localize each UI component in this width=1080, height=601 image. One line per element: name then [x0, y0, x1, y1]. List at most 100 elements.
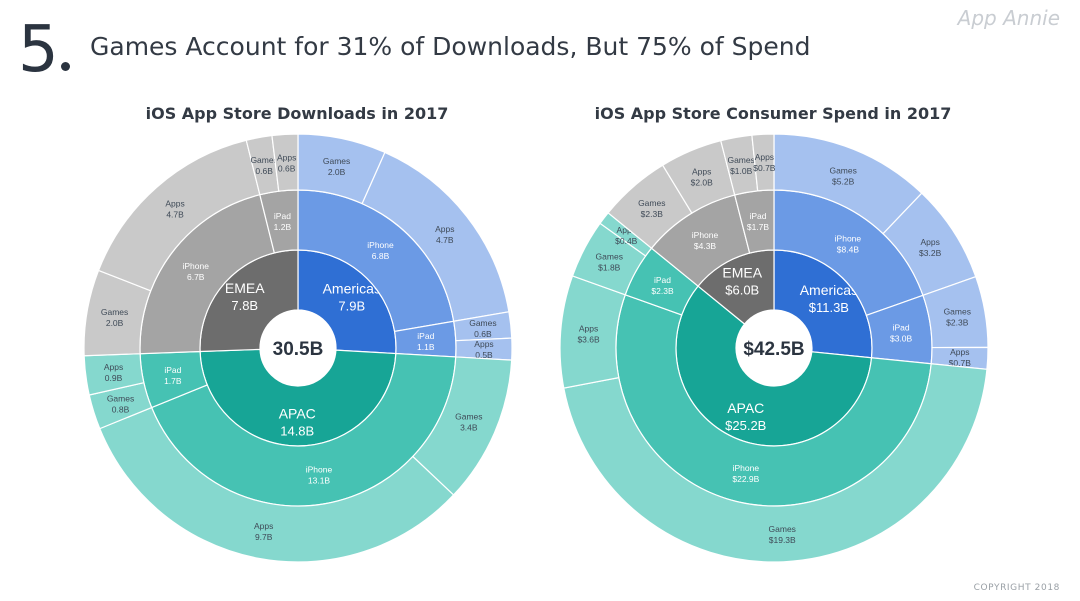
spend-americas-ipad-games-label-name: Games: [944, 306, 971, 316]
downloads-americas-ipad-label-value: 1.1B: [417, 342, 435, 352]
copyright-text: COPYRIGHT 2018: [973, 583, 1060, 593]
downloads-apac-ipad-label-name: iPad: [164, 365, 181, 375]
spend-emea-label-value: $6.0B: [725, 283, 759, 298]
downloads-emea-label-name: EMEA: [225, 280, 265, 296]
downloads-apac-label-value: 14.8B: [280, 423, 314, 438]
spend-emea-ipad-label-value: $1.7B: [747, 222, 770, 232]
downloads-americas-ipad-label-name: iPad: [417, 331, 434, 341]
downloads-americas-label-name: Americas: [323, 281, 381, 297]
downloads-emea-ipad-games-label-value: 0.6B: [255, 166, 273, 176]
downloads-americas-iphone-label-name: iPhone: [367, 240, 394, 250]
downloads-total-label: 30.5B: [273, 339, 324, 360]
downloads-emea-ipad-apps-segment: [271, 133, 299, 192]
spend-apac-iphone-games-label-value: $19.3B: [769, 535, 796, 545]
downloads-americas-iphone-label-value: 6.8B: [372, 251, 390, 261]
spend-emea-iphone-label-name: iPhone: [692, 230, 719, 240]
spend-sunburst-chart: Americas$11.3BiPhone$8.4BGames$5.2BApps$…: [559, 133, 989, 563]
spend-emea-label-name: EMEA: [722, 265, 762, 281]
spend-apac-ipad-apps-label-name: Apps: [617, 225, 636, 235]
downloads-apac-iphone-label-name: iPhone: [306, 464, 333, 474]
downloads-americas-label-value: 7.9B: [338, 299, 365, 314]
downloads-americas-iphone-apps-label-name: Apps: [435, 224, 454, 234]
spend-emea-iphone-games-label-name: Games: [638, 198, 665, 208]
spend-emea-ipad-apps-segment: [751, 133, 775, 192]
spend-emea-ipad-label-name: iPad: [749, 211, 766, 221]
downloads-apac-label-name: APAC: [279, 405, 316, 421]
spend-emea-ipad-games-label-name: Games: [727, 155, 754, 165]
downloads-americas-iphone-apps-label-value: 4.7B: [436, 235, 454, 245]
spend-apac-ipad-games-label-value: $1.8B: [598, 263, 621, 273]
downloads-apac-iphone-label-value: 13.1B: [308, 475, 331, 485]
spend-americas-iphone-label-value: $8.4B: [837, 244, 860, 254]
downloads-sunburst-chart: Americas7.9BiPhone6.8BGames2.0BApps4.7Bi…: [83, 133, 513, 563]
spend-americas-iphone-label-name: iPhone: [835, 233, 862, 243]
downloads-emea-iphone-games-label-value: 2.0B: [106, 318, 124, 328]
downloads-americas-ipad-games-label-name: Games: [469, 318, 496, 328]
spend-americas-ipad-apps-label-value: $0.7B: [949, 358, 972, 368]
spend-apac-iphone-games-label-name: Games: [769, 524, 796, 534]
spend-total-label: $42.5B: [743, 339, 804, 360]
downloads-emea-ipad-apps-label-name: Apps: [277, 152, 296, 162]
spend-apac-ipad-label-value: $2.3B: [651, 286, 674, 296]
spend-emea-ipad-games-label-value: $1.0B: [730, 166, 753, 176]
slide-title: Games Account for 31% of Downloads, But …: [90, 32, 811, 61]
downloads-apac-iphone-apps-segment: [98, 406, 455, 563]
spend-americas-iphone-games-label-value: $5.2B: [832, 176, 855, 186]
downloads-americas-ipad-games-label-value: 0.6B: [474, 329, 492, 339]
spend-apac-iphone-apps-label-name: Apps: [579, 324, 598, 334]
spend-emea-iphone-games-label-value: $2.3B: [641, 209, 664, 219]
downloads-apac-iphone-games-label-name: Games: [455, 412, 482, 422]
spend-apac-label-value: $25.2B: [725, 418, 766, 433]
spend-americas-ipad-games-label-value: $2.3B: [946, 317, 969, 327]
spend-emea-iphone-apps-label-value: $2.0B: [691, 178, 714, 188]
downloads-center-circle: [261, 311, 335, 385]
spend-americas-ipad-label-name: iPad: [893, 323, 910, 333]
downloads-emea-ipad-apps-label-value: 0.6B: [278, 163, 296, 173]
downloads-americas-ipad-apps-label-name: Apps: [474, 339, 493, 349]
spend-americas-iphone-apps-label-name: Apps: [920, 237, 939, 247]
downloads-emea-iphone-label-name: iPhone: [183, 261, 210, 271]
spend-emea-ipad-apps-label-value: $0.7B: [753, 163, 776, 173]
downloads-apac-ipad-label-value: 1.7B: [164, 376, 182, 386]
spend-apac-iphone-apps-label-value: $3.6B: [577, 335, 600, 345]
downloads-emea-label-value: 7.8B: [231, 298, 258, 313]
downloads-americas-ipad-apps-label-value: 0.5B: [475, 350, 493, 360]
spend-chart-title: iOS App Store Consumer Spend in 2017: [594, 104, 952, 123]
downloads-emea-iphone-label-value: 6.7B: [187, 272, 205, 282]
downloads-americas-iphone-games-label-name: Games: [323, 156, 350, 166]
downloads-apac-iphone-apps-label-value: 9.7B: [255, 532, 273, 542]
spend-apac-ipad-games-label-name: Games: [596, 252, 623, 262]
spend-emea-iphone-label-value: $4.3B: [694, 241, 717, 251]
downloads-apac-ipad-apps-label-name: Apps: [104, 362, 123, 372]
spend-americas-label-name: Americas: [800, 282, 858, 298]
spend-americas-ipad-apps-label-name: Apps: [950, 347, 969, 357]
spend-apac-ipad-label-name: iPad: [654, 275, 671, 285]
downloads-emea-ipad-label-name: iPad: [274, 211, 291, 221]
downloads-chart-title: iOS App Store Downloads in 2017: [145, 104, 449, 123]
downloads-americas-iphone-games-label-value: 2.0B: [328, 167, 346, 177]
downloads-apac-iphone-games-label-value: 3.4B: [460, 423, 478, 433]
slide-number: 5: [18, 18, 70, 82]
spend-apac-iphone-label-name: iPhone: [733, 463, 760, 473]
downloads-apac-ipad-games-label-value: 0.8B: [112, 405, 130, 415]
spend-americas-label-value: $11.3B: [809, 300, 849, 315]
brand-logo: App Annie: [957, 6, 1060, 30]
downloads-emea-iphone-apps-label-name: Apps: [165, 198, 184, 208]
downloads-emea-iphone-games-label-name: Games: [101, 307, 128, 317]
downloads-apac-ipad-apps-label-value: 0.9B: [105, 373, 123, 383]
downloads-emea-ipad-games-label-name: Games: [250, 155, 277, 165]
spend-apac-iphone-label-value: $22.9B: [732, 474, 759, 484]
downloads-apac-ipad-games-label-name: Games: [107, 394, 134, 404]
spend-center-circle: [737, 311, 811, 385]
spend-apac-ipad-apps-label-value: $0.4B: [615, 236, 638, 246]
spend-americas-iphone-games-label-name: Games: [829, 165, 856, 175]
spend-emea-iphone-apps-label-name: Apps: [692, 167, 711, 177]
spend-americas-iphone-apps-label-value: $3.2B: [919, 248, 942, 258]
spend-emea-ipad-apps-label-name: Apps: [755, 152, 774, 162]
spend-americas-ipad-label-value: $3.0B: [890, 334, 913, 344]
spend-apac-label-name: APAC: [727, 400, 764, 416]
downloads-emea-ipad-label-value: 1.2B: [274, 222, 292, 232]
spend-apac-iphone-games-segment: [563, 363, 988, 563]
downloads-apac-iphone-apps-label-name: Apps: [254, 521, 273, 531]
downloads-emea-iphone-apps-label-value: 4.7B: [166, 209, 184, 219]
